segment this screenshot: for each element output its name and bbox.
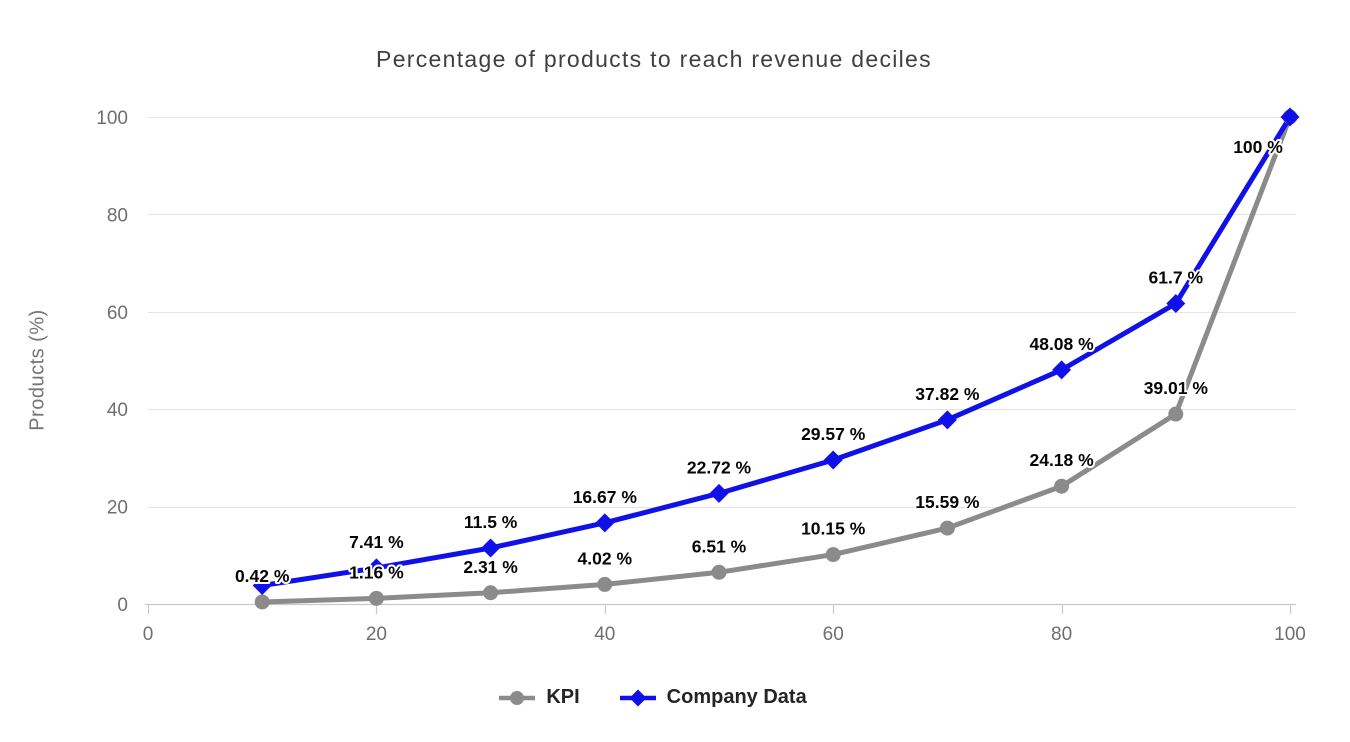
company-data-point[interactable] bbox=[366, 558, 386, 578]
data-label: 4.02 % bbox=[578, 548, 633, 568]
legend-label-company-data: Company Data bbox=[666, 686, 807, 708]
data-label: 7.41 % bbox=[349, 532, 404, 552]
data-label: 100 % bbox=[1233, 137, 1283, 157]
data-label: 0.42 % bbox=[235, 566, 290, 586]
kpi-point[interactable] bbox=[254, 594, 270, 610]
data-label: 39.01 % bbox=[1144, 378, 1209, 398]
kpi-line bbox=[259, 114, 1293, 605]
kpi-point[interactable] bbox=[1168, 406, 1184, 422]
kpi-point[interactable] bbox=[711, 564, 727, 580]
data-label: 61.7 % bbox=[1149, 268, 1204, 288]
data-label: 15.59 % bbox=[915, 492, 980, 512]
data-label: 16.67 % bbox=[573, 487, 638, 507]
y-tick-label: 20 bbox=[107, 498, 128, 519]
data-label: 1.16 % bbox=[349, 562, 404, 582]
x-tick-label: 20 bbox=[366, 624, 387, 645]
company-data-point[interactable] bbox=[1166, 294, 1186, 314]
company-data-point[interactable] bbox=[1280, 107, 1300, 127]
company-data-point[interactable] bbox=[481, 538, 501, 558]
x-tick-label: 0 bbox=[143, 624, 154, 645]
x-tick-label: 40 bbox=[594, 624, 615, 645]
x-tick-label: 100 bbox=[1274, 624, 1306, 645]
kpi-point[interactable] bbox=[597, 576, 613, 592]
legend-item-company-data[interactable]: Company Data bbox=[619, 686, 807, 709]
kpi-point[interactable] bbox=[368, 590, 384, 606]
kpi-point[interactable] bbox=[939, 520, 955, 536]
x-tick-label: 80 bbox=[1051, 624, 1072, 645]
legend-item-kpi[interactable]: KPI bbox=[499, 686, 580, 709]
data-label: 11.5 % bbox=[464, 512, 518, 532]
company-data-legend-marker-icon bbox=[619, 689, 656, 706]
legend-marker-shape bbox=[510, 690, 525, 705]
company-data-point[interactable] bbox=[709, 483, 729, 503]
y-tick-label: 80 bbox=[107, 205, 128, 226]
data-label: 6.51 % bbox=[692, 536, 747, 556]
data-label: 48.08 % bbox=[1029, 334, 1094, 354]
plot-svg: 0 20 40 60 80 100 0 20 40 60 80 100 0.42 % 1.16 % 2.31… bbox=[96, 107, 1306, 645]
kpi-legend-marker-icon bbox=[499, 690, 536, 705]
company-data-point[interactable] bbox=[595, 513, 615, 533]
company-data-line bbox=[259, 114, 1293, 588]
company-data-point[interactable] bbox=[252, 575, 272, 595]
chart-title: Percentage of products to reach revenue … bbox=[376, 46, 932, 72]
y-tick-label: 0 bbox=[117, 595, 128, 616]
data-label: 2.31 % bbox=[463, 557, 518, 577]
data-label: 10.15 % bbox=[801, 519, 866, 539]
kpi-point[interactable] bbox=[825, 547, 841, 563]
company-data-point[interactable] bbox=[1052, 360, 1072, 380]
legend: KPI Company Data bbox=[0, 686, 1306, 709]
legend-marker-shape bbox=[629, 689, 647, 706]
kpi-point[interactable] bbox=[1054, 478, 1070, 494]
data-label: 24.18 % bbox=[1029, 450, 1094, 470]
x-tick-label: 60 bbox=[823, 624, 844, 645]
kpi-point[interactable] bbox=[483, 585, 499, 601]
data-label: 37.82 % bbox=[915, 384, 980, 404]
company-data-point[interactable] bbox=[937, 410, 957, 430]
data-label: 29.57 % bbox=[801, 424, 866, 444]
legend-label-kpi: KPI bbox=[546, 686, 580, 708]
y-tick-label: 40 bbox=[107, 400, 128, 421]
y-tick-label: 60 bbox=[107, 303, 128, 324]
company-data-point[interactable] bbox=[823, 450, 843, 470]
data-label: 22.72 % bbox=[687, 457, 752, 477]
y-tick-label: 100 bbox=[96, 108, 128, 129]
